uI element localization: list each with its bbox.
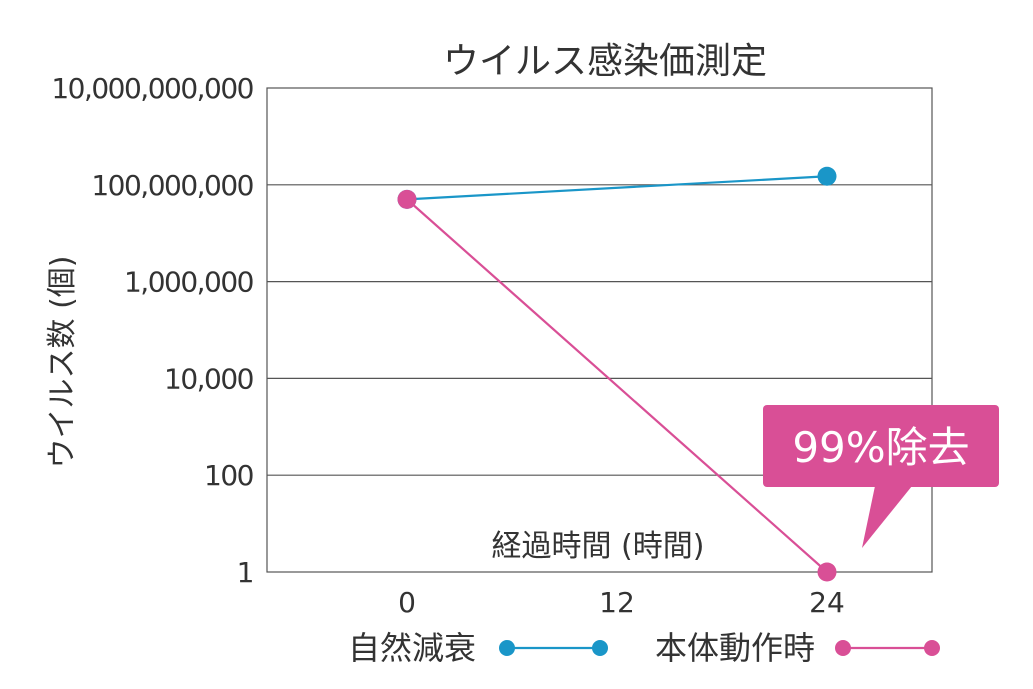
data-point [817,562,837,582]
x-tick-labels: 0 12 24 [398,586,845,619]
x-tick-label: 0 [398,586,416,619]
plot-frame [266,87,933,573]
legend-marker [592,640,608,656]
legend: 自然減衰 本体動作時 [348,629,940,667]
y-tick-label: 10,000 [164,362,253,395]
y-tick-label: 1 [237,556,253,589]
annotation-box [763,405,999,487]
y-tick-label: 1,000,000 [124,266,253,299]
legend-label: 自然減衰 [348,629,476,667]
chart-title: ウイルス感染価測定 [443,41,767,82]
y-axis-label: ウイルス数 (個) [45,256,80,469]
grid [266,87,933,573]
annotation-callout: 99%除去 [763,405,999,548]
annotation-text: 99%除去 [792,423,969,472]
y-tick-label: 10,000,000,000 [51,72,253,105]
series-line [406,198,828,573]
y-tick-labels: 1 100 10,000 1,000,000 100,000,000 10,000,000… [51,72,254,589]
x-tick-label: 12 [599,586,635,619]
data-point [817,166,837,186]
data-point [397,189,417,209]
y-tick-label: 100,000,000 [91,169,253,202]
legend-label: 本体動作時 [655,629,815,667]
x-tick-label: 24 [809,586,845,619]
annotation-pointer [862,486,912,548]
y-tick-label: 100 [204,459,253,492]
series-group [397,166,837,582]
x-axis-label: 経過時間 (時間) [492,529,705,564]
legend-marker [835,640,851,656]
legend-marker [924,640,940,656]
series-line [406,175,828,201]
legend-marker [499,640,515,656]
